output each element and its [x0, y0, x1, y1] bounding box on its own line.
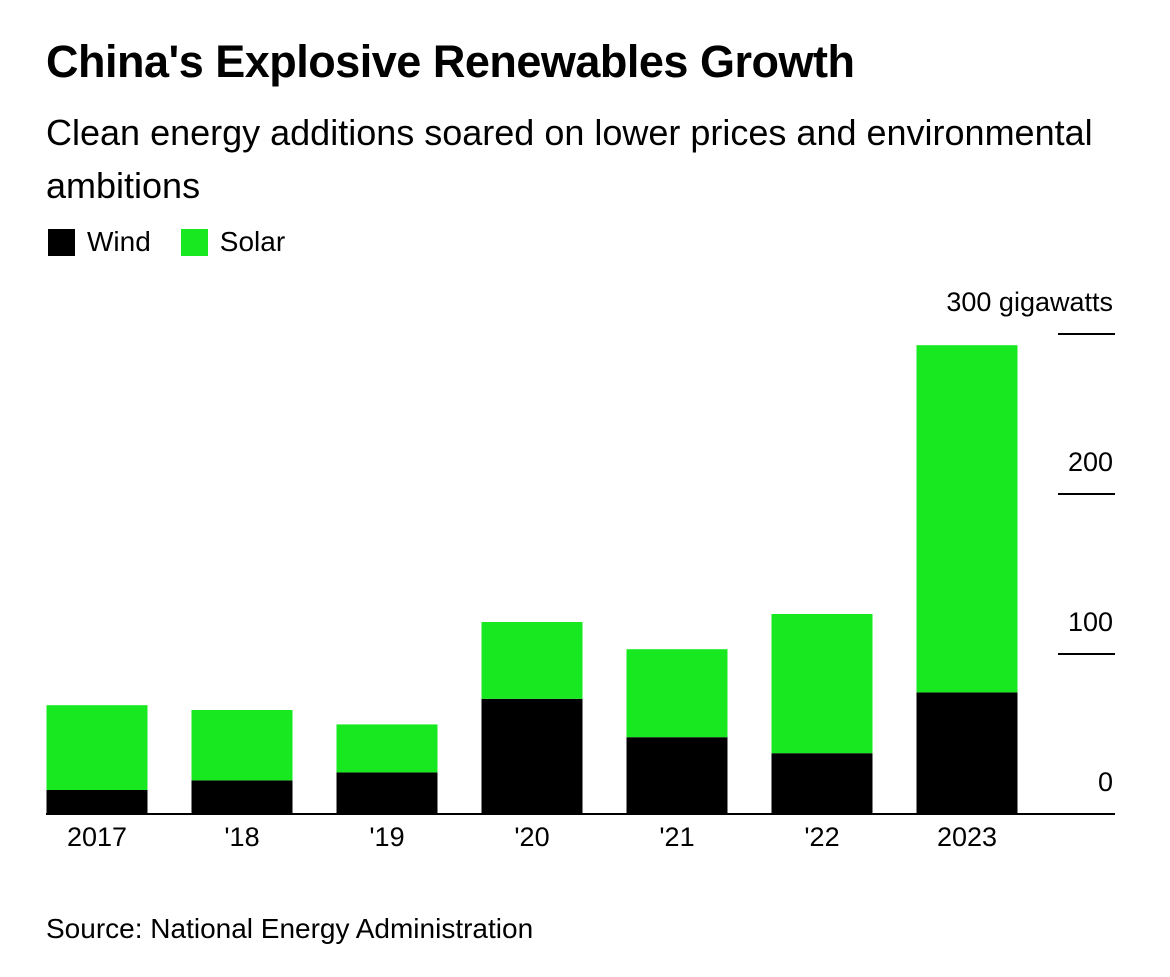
bar-solar-4 [626, 649, 728, 738]
bar-wind-0 [46, 790, 148, 814]
y-tick-label-200: 200 [1068, 447, 1113, 477]
x-tick-label: '20 [514, 822, 549, 852]
bar-solar-0 [46, 705, 148, 790]
x-tick-label: 2023 [937, 822, 997, 852]
legend-item-wind: Wind [48, 226, 151, 258]
bar-solar-2 [336, 724, 438, 773]
bar-solar-1 [191, 710, 293, 781]
x-tick-label: '21 [659, 822, 694, 852]
bar-wind-4 [626, 737, 728, 814]
chart-subtitle: Clean energy additions soared on lower p… [46, 112, 1093, 206]
x-tick-label: '18 [224, 822, 259, 852]
legend-label-solar: Solar [219, 226, 286, 257]
bar-wind-1 [191, 780, 293, 814]
bar-solar-5 [771, 614, 873, 754]
y-tick-label-100: 100 [1068, 607, 1113, 637]
x-tick-label: 2017 [67, 822, 127, 852]
bar-wind-2 [336, 772, 438, 814]
x-tick-label: '19 [369, 822, 404, 852]
legend-label-wind: Wind [87, 226, 151, 257]
legend-item-solar: Solar [180, 226, 286, 258]
bar-wind-3 [481, 698, 583, 814]
legend: Wind Solar [48, 226, 315, 258]
y-tick-label-0: 0 [1098, 767, 1113, 797]
x-tick-label: '22 [804, 822, 839, 852]
y-tick-label-300: 300 gigawatts [946, 287, 1113, 317]
bar-wind-6 [916, 692, 1018, 814]
bar-solar-6 [916, 345, 1018, 693]
bar-solar-3 [481, 622, 583, 699]
legend-swatch-solar [180, 228, 208, 256]
legend-swatch-wind [48, 228, 75, 256]
source-note: Source: National Energy Administration [46, 913, 534, 944]
chart-title: China's Explosive Renewables Growth [46, 36, 855, 87]
bar-wind-5 [771, 753, 873, 814]
